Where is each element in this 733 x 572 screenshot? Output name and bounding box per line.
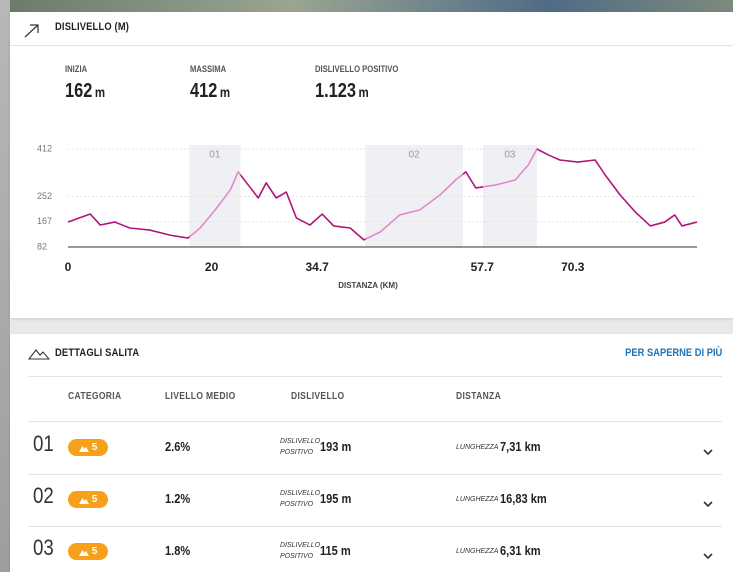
gain-label: DISLIVELLO — [280, 541, 320, 550]
column-header: DISLIVELLO — [291, 391, 344, 402]
category-value: 5 — [92, 442, 98, 453]
badge-icon — [79, 548, 89, 556]
category-value: 5 — [92, 546, 98, 557]
average-grade: 1.8% — [165, 543, 190, 558]
x-tick-label: 70.3 — [561, 260, 585, 274]
climbs-card — [10, 334, 733, 572]
climb-id: 02 — [33, 483, 54, 509]
x-tick-label: 34.7 — [305, 260, 329, 274]
more-link[interactable]: PER SAPERNE DI PIÙ — [625, 347, 722, 359]
page: {"elevation": {"title": "DISLIVELLO (M)"… — [0, 0, 733, 572]
gain-label: POSITIVO — [280, 448, 313, 457]
average-grade: 2.6% — [165, 439, 190, 454]
gain-label: POSITIVO — [280, 552, 313, 561]
average-grade: 1.2% — [165, 491, 190, 506]
gain-value: 195 m — [320, 491, 351, 506]
gain-value: 193 m — [320, 439, 351, 454]
category-badge: 5 — [68, 543, 108, 560]
x-axis-label: DISTANZA (KM) — [338, 281, 398, 290]
climb-id: 03 — [33, 535, 54, 561]
climb-band-label: 02 — [409, 150, 421, 161]
length-value: 16,83 km — [500, 491, 547, 506]
climb-id: 01 — [33, 431, 54, 457]
column-header: DISTANZA — [456, 391, 501, 402]
length-value: 7,31 km — [500, 439, 541, 454]
x-tick-label: 0 — [65, 260, 72, 274]
divider — [28, 526, 722, 527]
x-tick-label: 57.7 — [471, 260, 495, 274]
expand-button[interactable] — [703, 495, 713, 513]
elevation-chart: DISTANZA (KM) 01 02 03 82 167 252 412 0 20 34.7 57… — [0, 0, 733, 318]
column-header: CATEGORIA — [68, 391, 121, 402]
chevron-icon — [703, 448, 713, 456]
category-badge: 5 — [68, 491, 108, 508]
gain-label: DISLIVELLO — [280, 437, 320, 446]
mountain-icon — [28, 344, 50, 362]
climb-band-label: 01 — [209, 150, 221, 161]
chevron-icon — [703, 500, 713, 508]
chevron-icon — [703, 552, 713, 560]
divider — [28, 421, 722, 422]
gain-label: DISLIVELLO — [280, 489, 320, 498]
y-tick-label: 167 — [37, 216, 52, 226]
gain-value: 115 m — [320, 543, 351, 558]
badge-icon — [79, 496, 89, 504]
length-label: LUNGHEZZA — [456, 495, 498, 504]
expand-button[interactable] — [703, 547, 713, 565]
x-tick-label: 20 — [205, 260, 219, 274]
y-tick-label: 252 — [37, 191, 52, 201]
gain-label: POSITIVO — [280, 500, 313, 509]
badge-icon — [79, 444, 89, 452]
category-badge: 5 — [68, 439, 108, 456]
divider — [28, 376, 722, 377]
length-value: 6,31 km — [500, 543, 541, 558]
expand-button[interactable] — [703, 443, 713, 461]
y-tick-label: 82 — [37, 241, 47, 251]
category-value: 5 — [92, 494, 98, 505]
length-label: LUNGHEZZA — [456, 547, 498, 556]
climb-band-label: 03 — [504, 150, 516, 161]
divider — [28, 474, 722, 475]
card-title: DETTAGLI SALITA — [55, 347, 139, 359]
y-tick-label: 412 — [37, 143, 52, 153]
length-label: LUNGHEZZA — [456, 443, 498, 452]
column-header: LIVELLO MEDIO — [165, 391, 236, 402]
